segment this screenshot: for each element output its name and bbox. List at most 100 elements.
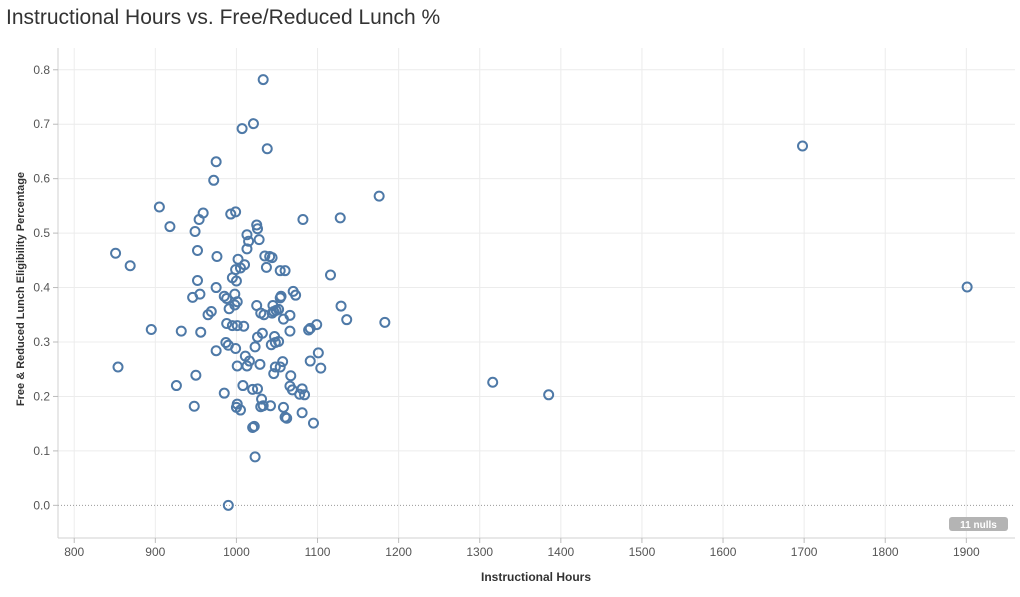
data-point[interactable]: [241, 243, 253, 255]
data-point[interactable]: [226, 320, 238, 332]
data-point[interactable]: [274, 265, 286, 277]
data-point[interactable]: [230, 206, 242, 218]
data-point[interactable]: [281, 412, 293, 424]
data-point[interactable]: [230, 275, 242, 287]
data-point[interactable]: [257, 400, 269, 412]
data-point[interactable]: [373, 190, 385, 202]
data-point[interactable]: [110, 247, 122, 259]
data-point[interactable]: [221, 317, 233, 329]
data-point[interactable]: [961, 281, 973, 293]
data-point[interactable]: [312, 347, 324, 359]
data-point[interactable]: [307, 417, 319, 429]
data-point[interactable]: [259, 250, 271, 262]
data-point[interactable]: [241, 229, 253, 241]
data-point[interactable]: [237, 380, 249, 392]
data-point[interactable]: [284, 309, 296, 321]
data-point[interactable]: [234, 404, 246, 416]
data-point[interactable]: [153, 201, 165, 213]
data-point[interactable]: [234, 262, 246, 274]
data-point[interactable]: [208, 174, 220, 186]
data-point[interactable]: [269, 361, 281, 373]
data-point[interactable]: [277, 356, 289, 368]
data-point[interactable]: [112, 361, 124, 373]
data-point[interactable]: [543, 389, 555, 401]
data-point[interactable]: [189, 225, 201, 237]
data-point[interactable]: [205, 306, 217, 318]
data-point[interactable]: [188, 400, 200, 412]
data-point[interactable]: [218, 290, 230, 302]
data-point[interactable]: [297, 214, 309, 225]
data-point[interactable]: [273, 303, 285, 315]
data-point[interactable]: [210, 156, 222, 168]
data-point[interactable]: [252, 223, 264, 235]
data-point[interactable]: [261, 143, 273, 155]
data-point[interactable]: [290, 289, 302, 301]
data-point[interactable]: [256, 393, 268, 405]
data-point[interactable]: [236, 123, 248, 135]
data-point[interactable]: [797, 140, 809, 152]
data-point[interactable]: [266, 252, 278, 264]
data-point[interactable]: [247, 383, 259, 395]
data-point[interactable]: [202, 309, 214, 321]
data-point[interactable]: [252, 383, 264, 395]
data-point[interactable]: [170, 380, 182, 392]
data-point[interactable]: [277, 401, 289, 413]
data-point[interactable]: [311, 319, 323, 331]
data-point[interactable]: [247, 118, 259, 130]
data-point[interactable]: [193, 214, 205, 225]
data-point[interactable]: [254, 358, 266, 370]
data-point[interactable]: [249, 451, 261, 463]
data-point[interactable]: [268, 368, 280, 380]
data-point[interactable]: [220, 337, 232, 349]
data-point[interactable]: [265, 339, 277, 351]
data-point[interactable]: [284, 325, 296, 337]
data-point[interactable]: [238, 320, 250, 332]
data-point[interactable]: [210, 345, 222, 357]
data-point[interactable]: [164, 221, 176, 233]
data-point[interactable]: [191, 245, 203, 257]
data-point[interactable]: [230, 343, 242, 355]
data-point[interactable]: [487, 376, 499, 388]
data-point[interactable]: [260, 261, 272, 273]
data-point[interactable]: [195, 326, 207, 338]
data-point[interactable]: [248, 420, 260, 432]
data-point[interactable]: [304, 355, 316, 367]
data-point[interactable]: [315, 362, 327, 374]
data-point[interactable]: [325, 269, 337, 281]
nulls-badge[interactable]: 11 nulls: [949, 517, 1008, 531]
data-point[interactable]: [175, 325, 187, 337]
data-point[interactable]: [191, 274, 203, 286]
data-point[interactable]: [249, 341, 261, 353]
data-point[interactable]: [253, 234, 265, 246]
data-point[interactable]: [223, 303, 235, 315]
nulls-badge-background[interactable]: [949, 517, 1008, 531]
data-point[interactable]: [187, 291, 199, 303]
data-point[interactable]: [296, 383, 308, 395]
data-point[interactable]: [274, 361, 286, 373]
data-point[interactable]: [274, 292, 286, 304]
data-point[interactable]: [296, 407, 308, 419]
data-point[interactable]: [279, 265, 291, 277]
nulls-badge-label[interactable]: 11 nulls: [960, 520, 997, 531]
data-point[interactable]: [211, 251, 223, 263]
data-point[interactable]: [335, 300, 347, 312]
data-point[interactable]: [264, 400, 276, 412]
data-point[interactable]: [221, 292, 233, 304]
data-point[interactable]: [218, 387, 230, 399]
data-point[interactable]: [231, 320, 243, 332]
data-point[interactable]: [303, 324, 315, 336]
data-point[interactable]: [222, 499, 234, 511]
data-point[interactable]: [210, 282, 222, 294]
data-point[interactable]: [294, 388, 306, 400]
data-point[interactable]: [124, 260, 136, 272]
data-point[interactable]: [145, 323, 157, 335]
data-point[interactable]: [299, 389, 311, 401]
data-point[interactable]: [341, 314, 353, 326]
data-point[interactable]: [257, 74, 269, 86]
data-point[interactable]: [243, 235, 255, 247]
data-point[interactable]: [334, 212, 346, 224]
data-point[interactable]: [190, 369, 202, 381]
data-point[interactable]: [231, 360, 243, 372]
data-point[interactable]: [379, 316, 391, 328]
data-point[interactable]: [252, 331, 264, 343]
